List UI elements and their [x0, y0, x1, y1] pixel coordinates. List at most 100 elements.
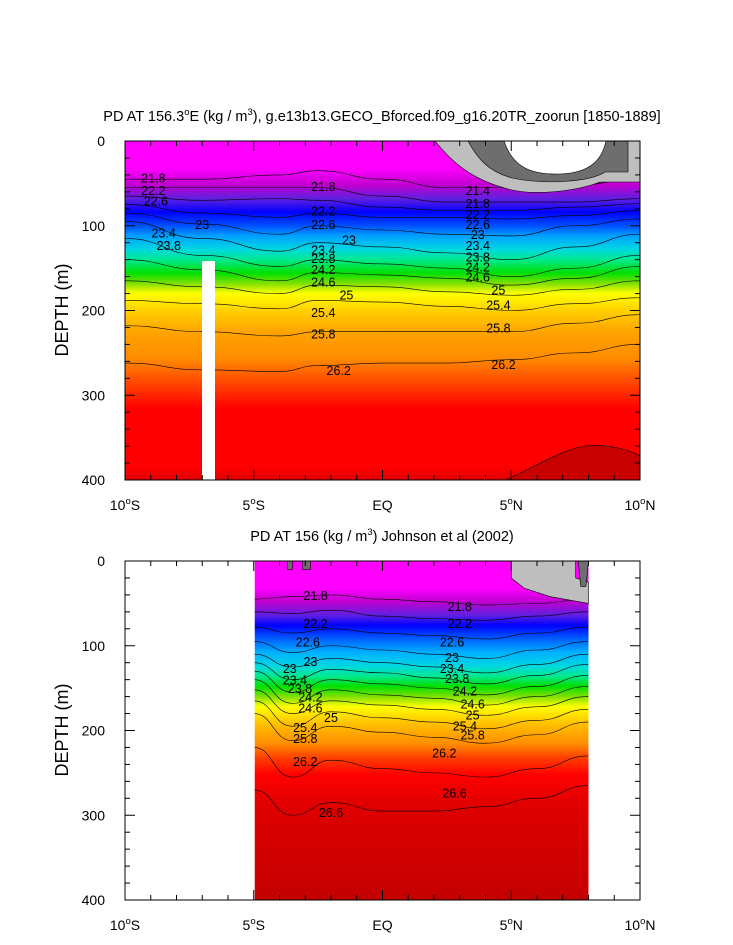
contour-label: 21.8	[448, 600, 472, 614]
top-contour-labels: 21.821.8 21.422.221.822.622.2 22.223 22.6 22…	[141, 171, 516, 377]
contour-label: 25	[339, 288, 353, 302]
contour-line-23.4	[254, 653, 589, 674]
contour-label: 23.4	[466, 239, 490, 253]
contour-label: 23.4	[151, 227, 175, 241]
contour-label: 23.4	[440, 662, 464, 676]
bottom-contour-lines	[254, 594, 589, 816]
contour-label: 25.8	[460, 729, 484, 743]
contour-label: 23	[283, 662, 297, 676]
x-tick-label: 5oN	[500, 916, 523, 933]
contour-line-24.6	[254, 679, 589, 706]
contour-label: 25	[466, 708, 480, 722]
contour-line-26.6	[254, 785, 589, 816]
contour-label: 25.8	[311, 327, 335, 341]
y-tick-label: 300	[82, 807, 106, 823]
x-tick-label: 5oS	[243, 496, 265, 513]
contour-line-25.4	[254, 700, 589, 730]
contour-label: 21.8	[311, 180, 335, 194]
contour-label: 21.4	[466, 184, 490, 198]
bottom-title-exp: 3	[367, 527, 372, 538]
contour-label: 24.2	[311, 263, 335, 277]
bottom-title-end: ) Johnson et al (2002)	[373, 529, 514, 545]
x-tick-label: 5oS	[243, 916, 265, 933]
top-title-exp: 3	[248, 107, 253, 118]
contour-label: 22.2	[448, 617, 472, 631]
contour-label: 25	[491, 283, 505, 297]
contour-label: 22.6	[296, 636, 320, 650]
density-fill	[254, 561, 589, 900]
contour-line-22.6	[125, 195, 640, 211]
x-tick-label: 5oN	[500, 496, 523, 513]
contour-label: 23.8	[157, 239, 181, 253]
contour-line-25	[125, 280, 640, 296]
contour-label: 24.2	[453, 685, 477, 699]
contour-label: 26.2	[293, 755, 317, 769]
contour-label: 26.2	[327, 364, 351, 378]
contour-line-23.4	[125, 212, 640, 237]
contour-line-25	[254, 689, 589, 716]
contour-label: 23.8	[288, 682, 312, 696]
contour-label: 26.6	[319, 806, 343, 820]
contour-label: 23	[342, 233, 356, 247]
y-tick-label: 300	[82, 387, 106, 403]
contour-line-23.8	[125, 221, 640, 260]
bottom-panel-title: PD AT 156 (kg / m3) Johnson et al (2002)	[250, 527, 513, 545]
contour-line-24.2	[125, 238, 640, 277]
y-tick-label: 400	[82, 472, 106, 488]
gray-patch-1	[577, 561, 589, 587]
top-panel-title: PD AT 156.3oE (kg / m3), g.e13b13.GECO_B…	[103, 107, 660, 125]
contour-label: 26.2	[491, 358, 515, 372]
contour-line-23.8	[254, 662, 589, 685]
contour-label: 24.6	[298, 702, 322, 716]
top-deep-blob	[504, 445, 640, 480]
contour-line-22.2	[125, 187, 640, 203]
contour-label: 23.8	[466, 250, 490, 264]
contour-label: 24.2	[466, 260, 490, 274]
bottom-ylabel: DEPTH (m)	[52, 684, 72, 777]
x-tick-label: 10oS	[110, 916, 140, 933]
contour-label: 23.4	[283, 674, 307, 688]
contour-label: 26.6	[442, 786, 466, 800]
contour-label: 24.6	[466, 271, 490, 285]
contour-line-23	[254, 641, 589, 659]
contour-label: 22.6	[440, 636, 464, 650]
top-white-patch	[503, 141, 607, 175]
contour-line-25.4	[125, 297, 640, 311]
top-title-mid: E (kg / m	[189, 109, 247, 125]
contour-label: 24.6	[311, 276, 335, 290]
gray-patch-0	[510, 561, 589, 604]
top-title-deg: o	[184, 107, 189, 118]
y-tick-label: 100	[82, 638, 106, 654]
y-tick-label: 400	[82, 892, 106, 908]
contour-line-25.8	[125, 314, 640, 337]
contour-label: 23	[303, 655, 317, 669]
y-tick-label: 0	[97, 133, 105, 149]
bottom-overlays	[286, 561, 589, 604]
contour-label: 21.8	[303, 589, 327, 603]
contour-label: 22.6	[311, 218, 335, 232]
contour-label: 22.2	[311, 204, 335, 218]
top-plot-area: 21.821.8 21.422.221.822.622.2 22.223 22.6 22…	[125, 141, 640, 480]
contour-label: 25.8	[293, 732, 317, 746]
top-ylabel: DEPTH (m)	[52, 264, 72, 357]
contour-label: 21.8	[466, 197, 490, 211]
contour-label: 23	[195, 218, 209, 232]
contour-label: 22.6	[466, 218, 490, 232]
bottom-title-main: PD AT 156 (kg / m	[250, 529, 367, 545]
bottom-panel: PD AT 156 (kg / m3) Johnson et al (2002)…	[52, 527, 656, 933]
y-tick-label: 200	[82, 303, 106, 319]
x-tick-label: 10oN	[625, 496, 656, 513]
contour-label: 25.4	[453, 719, 477, 733]
contour-label: 21.8	[141, 171, 165, 185]
contour-line-21.8	[254, 594, 589, 606]
top-title-main: PD AT 156.3	[103, 109, 184, 125]
top-panel: PD AT 156.3oE (kg / m3), g.e13b13.GECO_B…	[52, 107, 661, 513]
contour-label: 26.2	[432, 747, 456, 761]
contour-label: 25.8	[486, 321, 510, 335]
contour-line-26.2	[125, 344, 640, 372]
bottom-density-field	[254, 561, 589, 900]
x-tick-label: EQ	[372, 497, 392, 513]
